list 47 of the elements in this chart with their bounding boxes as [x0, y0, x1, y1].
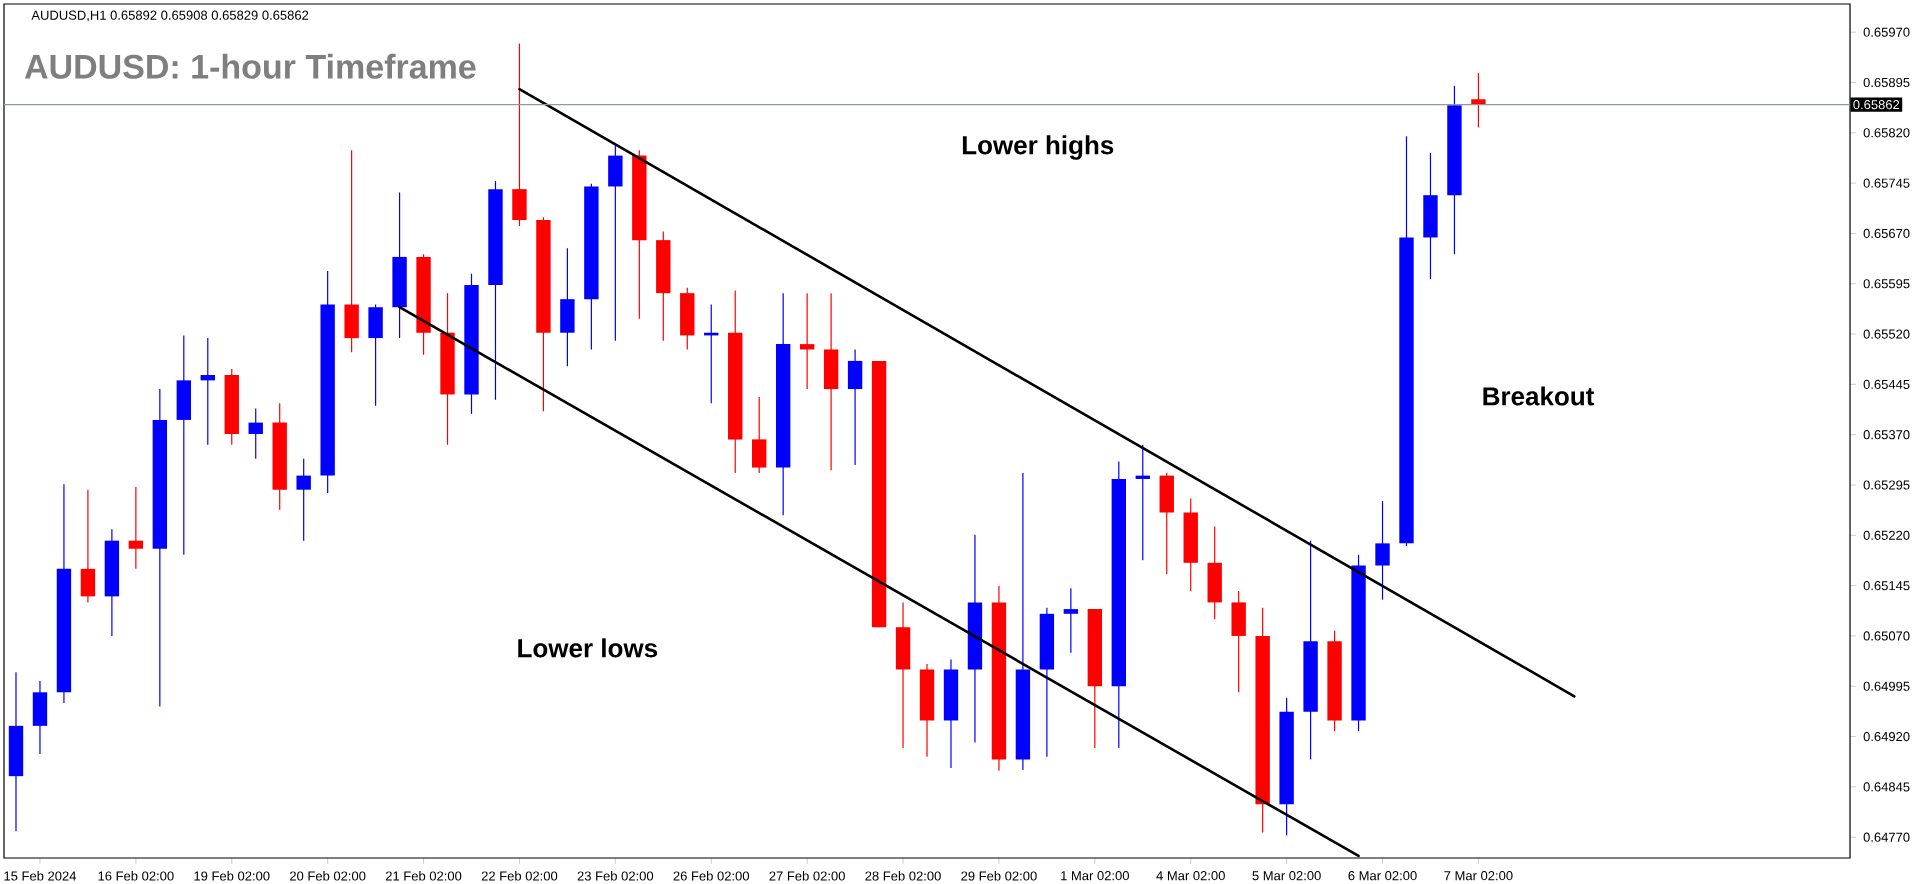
x-tick-label: 20 Feb 02:00 — [290, 871, 366, 881]
x-tick-label: 29 Feb 02:00 — [961, 871, 1037, 881]
candlestick — [128, 486, 144, 570]
x-tick-label: 5 Mar 02:00 — [1252, 871, 1321, 881]
x-tick-label: 28 Feb 02:00 — [865, 871, 941, 881]
y-tick-label: 0.65520 — [1863, 329, 1910, 339]
y-tick-label: 0.65820 — [1863, 128, 1910, 138]
candlestick — [248, 407, 263, 460]
annotation: Breakout — [1483, 386, 1595, 406]
y-tick-label: 0.65370 — [1863, 430, 1910, 440]
x-tick-label: 23 Feb 02:00 — [577, 871, 654, 881]
y-tick-label: 0.65745 — [1863, 178, 1910, 188]
y-tick-label: 0.65145 — [1863, 581, 1910, 591]
x-tick-label: 22 Feb 02:00 — [481, 871, 558, 881]
y-tick-label: 0.65295 — [1863, 480, 1910, 490]
candlestick — [1063, 587, 1079, 654]
x-tick-label: 21 Feb 02:00 — [385, 871, 462, 881]
x-tick-label: 16 Feb 02:00 — [98, 871, 174, 881]
annotation: Lower lows — [518, 638, 658, 658]
x-tick-label: 1 Mar 02:00 — [1061, 871, 1129, 881]
x-tick-label: 7 Mar 02:00 — [1444, 871, 1513, 881]
y-tick-label: 0.65220 — [1863, 530, 1910, 540]
x-tick-label: 26 Feb 02:00 — [673, 871, 750, 881]
ref-line-label: 0.65862 — [1853, 100, 1900, 110]
y-tick-label: 0.65445 — [1863, 379, 1910, 389]
y-tick-label: 0.64995 — [1863, 681, 1910, 691]
y-tick-label: 0.65595 — [1863, 279, 1910, 289]
y-tick-label: 0.65670 — [1863, 228, 1910, 239]
x-tick-label: 4 Mar 02:00 — [1156, 871, 1225, 881]
y-tick-label: 0.65895 — [1863, 77, 1910, 88]
candlestick — [799, 292, 815, 390]
y-tick-label: 0.64920 — [1863, 731, 1910, 742]
x-tick-label: 6 Mar 02:00 — [1348, 871, 1417, 881]
annotation: Lower highs — [962, 135, 1114, 160]
x-tick-label: 15 Feb 2024 — [4, 871, 77, 881]
y-tick-label: 0.64845 — [1863, 782, 1910, 792]
text: AUDUSD: 1-hour Timeframe — [24, 53, 476, 79]
candlestick — [296, 458, 311, 542]
candlestick — [200, 337, 215, 446]
x-tick-label: 27 Feb 02:00 — [769, 871, 845, 881]
y-tick-label: 0.64770 — [1863, 832, 1910, 842]
y-tick-label: 0.65970 — [1863, 27, 1910, 37]
x-tick-label: 19 Feb 02:00 — [194, 871, 270, 881]
candlestick — [1375, 500, 1390, 601]
candlestick — [1471, 72, 1486, 129]
y-tick-label: 0.65070 — [1863, 631, 1910, 641]
chart-subtitle: AUDUSD,H1 0.65892 0.65908 0.65829 0.65862 — [31, 10, 309, 22]
